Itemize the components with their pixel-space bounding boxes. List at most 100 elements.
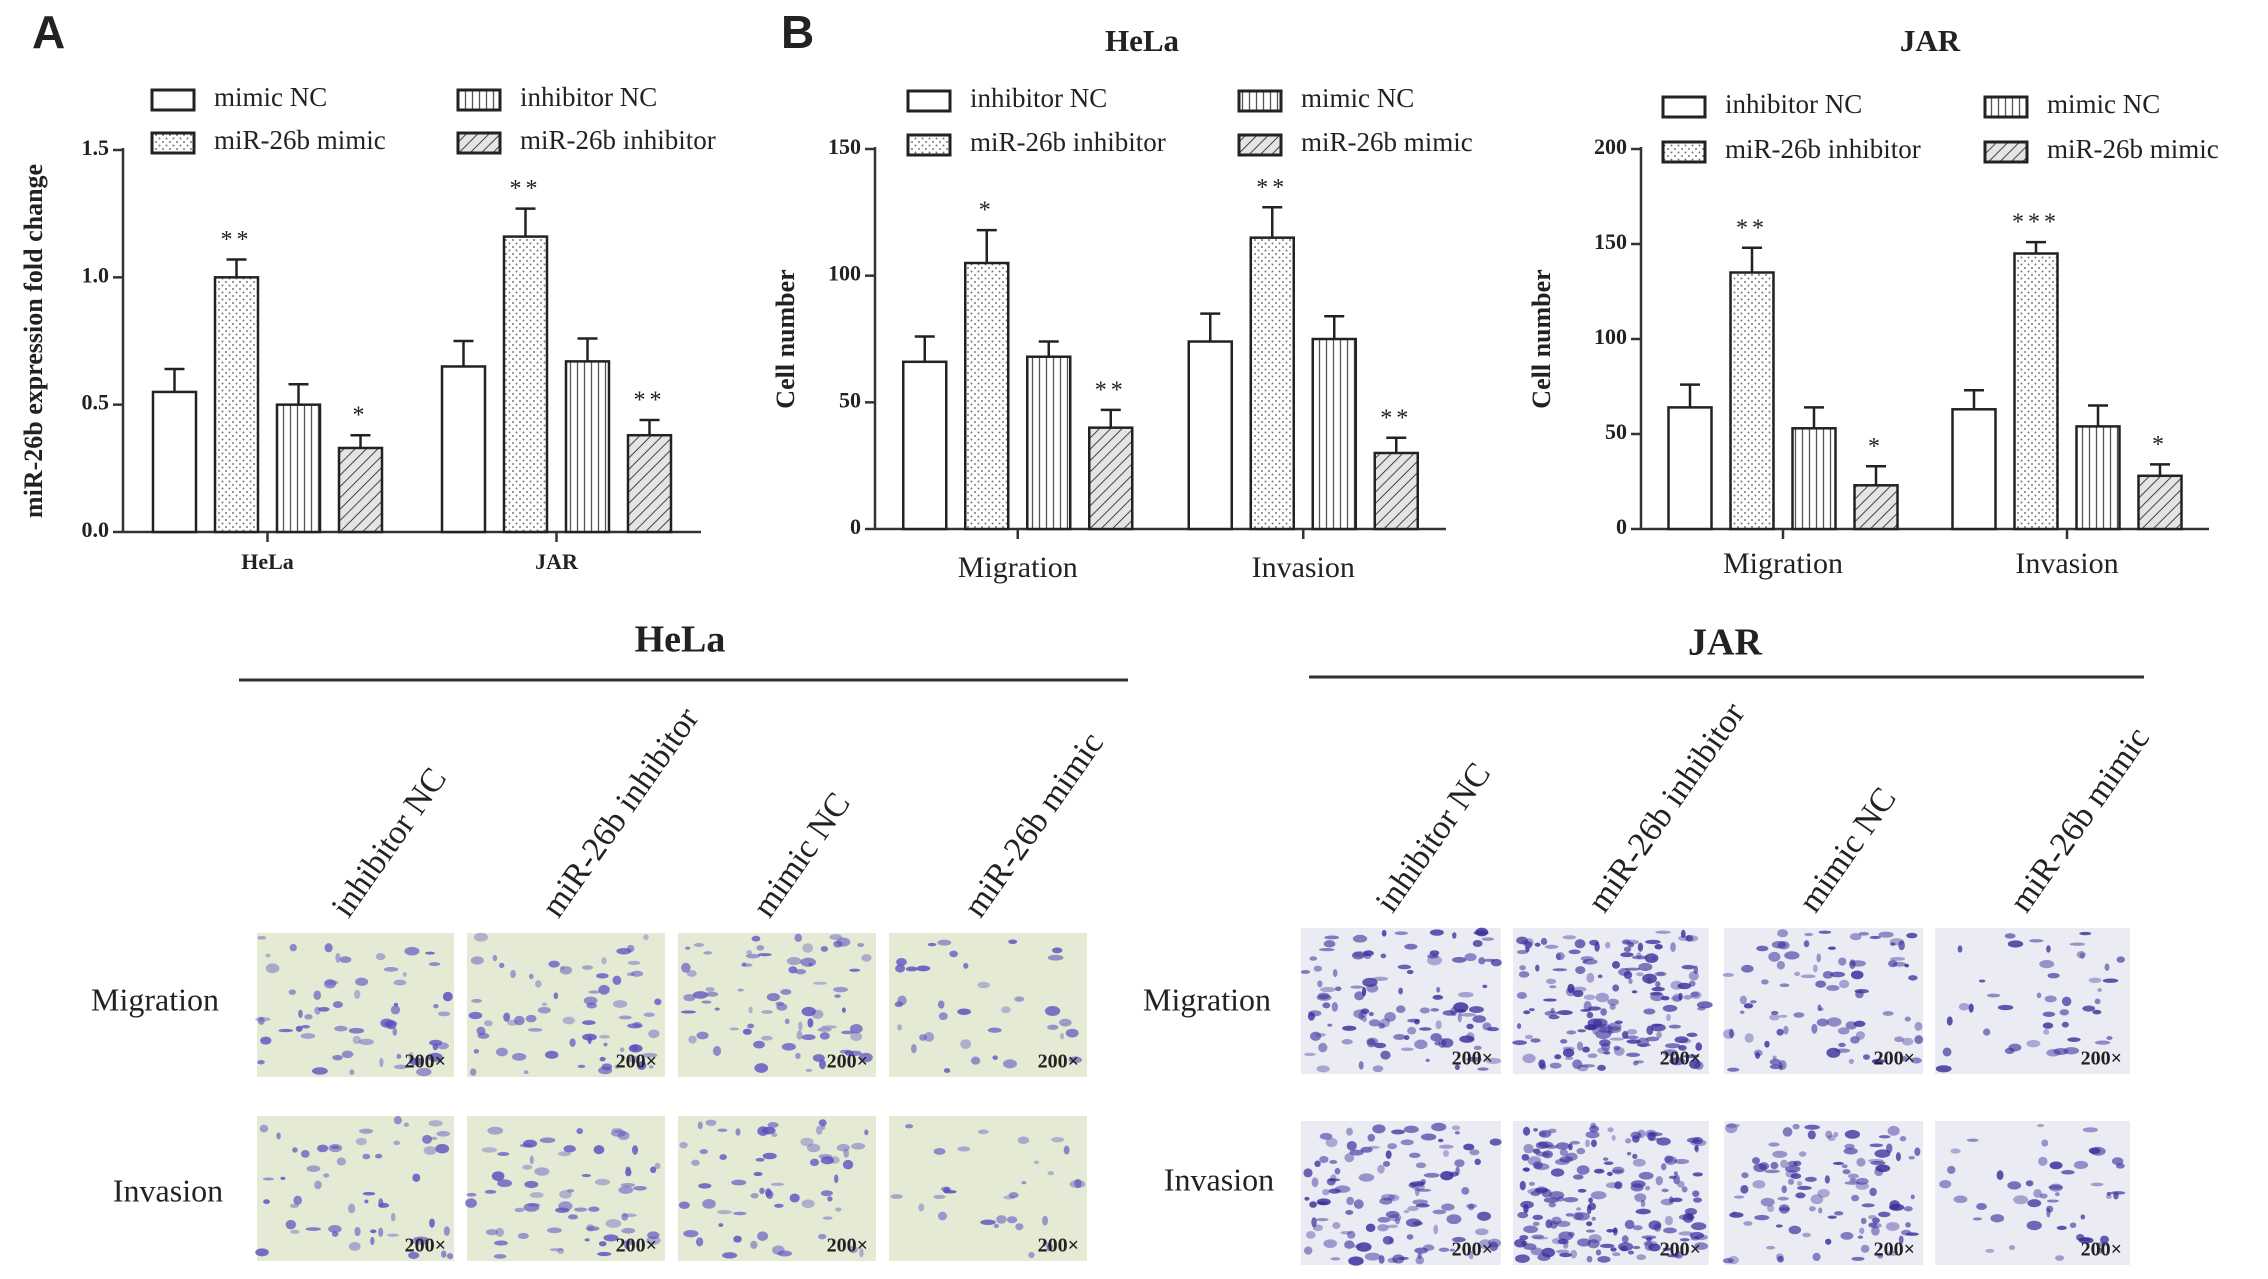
micrograph-background [1935, 1121, 2130, 1265]
magnification-label: 200× [2081, 1239, 2122, 1261]
stained-cell [557, 1247, 565, 1255]
stained-cell [300, 1033, 316, 1039]
legend-label: inhibitor NC [970, 83, 1107, 113]
stained-cell [1692, 1197, 1703, 1203]
stained-cell [1668, 1024, 1681, 1029]
stained-cell [835, 1207, 842, 1212]
stained-cell [1849, 1178, 1857, 1182]
stained-cell [780, 989, 792, 995]
stained-cell [829, 934, 843, 940]
stained-cell [347, 1203, 356, 1214]
stained-cell [525, 1014, 537, 1023]
bar [564, 360, 611, 534]
legend-swatch [906, 89, 952, 113]
stained-cell [1838, 957, 1847, 966]
stained-cell [1322, 1002, 1331, 1009]
stained-cell [396, 1053, 402, 1059]
stained-cell [298, 1009, 303, 1018]
stained-cell [1689, 1231, 1705, 1239]
stained-cell [1527, 1156, 1542, 1166]
stained-cell [1452, 1236, 1466, 1243]
stained-cell [1776, 960, 1785, 970]
stained-cell [354, 989, 361, 999]
significance-label: ** [1256, 175, 1288, 201]
stained-cell [1790, 1173, 1802, 1180]
stained-cell [1623, 970, 1633, 980]
stained-cell [262, 1177, 274, 1181]
bar [2075, 425, 2121, 531]
stained-cell [1442, 1150, 1449, 1157]
bar [2137, 474, 2183, 531]
stained-cell [801, 1199, 815, 1209]
legend-label: mimic NC [1301, 83, 1414, 113]
stained-cell [1576, 1165, 1590, 1175]
stained-cell [1609, 1003, 1616, 1010]
legend-swatch [1661, 140, 1707, 164]
stained-cell [1516, 949, 1529, 955]
stained-cell [718, 1223, 724, 1227]
stained-cell [375, 953, 386, 961]
stained-cell [1644, 953, 1659, 964]
stained-cell [477, 1032, 490, 1039]
micrograph: 200× [1301, 1121, 1502, 1266]
stained-cell [1982, 1028, 1991, 1036]
stained-cell [1563, 1196, 1579, 1203]
stained-cell [1531, 1234, 1545, 1239]
bar [151, 390, 198, 534]
stained-cell [1327, 1023, 1333, 1027]
stained-cell [1400, 1139, 1414, 1146]
stained-cell [2046, 1205, 2054, 1213]
stained-cell [383, 967, 399, 972]
stained-cell [842, 1159, 854, 1170]
y-tick-label: 0.0 [82, 517, 110, 542]
stained-cell [1319, 1156, 1329, 1163]
stained-cell [1606, 1228, 1614, 1233]
stained-cell [1685, 934, 1694, 942]
stained-cell [1393, 1034, 1406, 1040]
stained-cell [1968, 1003, 1974, 1013]
legend-label: inhibitor NC [1725, 89, 1862, 119]
stained-cell [1632, 1245, 1641, 1250]
stained-cell [522, 1139, 538, 1148]
stained-cell [801, 1006, 816, 1017]
x-tick-label: Migration [958, 551, 1078, 584]
stained-cell [754, 1063, 769, 1073]
stained-cell [1869, 1143, 1883, 1148]
stained-cell [933, 1194, 946, 1199]
stained-cell [1585, 1229, 1596, 1233]
stained-cell [1914, 1147, 1921, 1156]
stained-cell [992, 1055, 998, 1060]
stained-cell [1572, 1059, 1583, 1070]
stained-cell [1740, 1185, 1749, 1194]
stained-cell [1580, 956, 1594, 961]
stained-cell [359, 1128, 374, 1134]
legend-label: miR-26b mimic [1301, 127, 1473, 157]
stained-cell [1391, 1129, 1405, 1135]
stained-cell [2082, 1127, 2099, 1133]
stained-cell [1939, 1179, 1952, 1189]
stained-cell [1015, 1223, 1024, 1231]
stained-cell [1360, 1008, 1370, 1014]
stained-cell [977, 981, 991, 989]
stained-cell [586, 1002, 597, 1009]
stained-cell [1380, 953, 1387, 959]
stained-cell [1438, 1247, 1450, 1252]
stained-cell [1798, 1151, 1807, 1157]
stained-cell [1334, 1167, 1341, 1175]
stained-cell [596, 973, 609, 979]
stained-cell [1666, 1254, 1680, 1258]
stained-cell [1908, 1156, 1915, 1160]
bar [337, 446, 384, 534]
stained-cell [1385, 1210, 1400, 1219]
stained-cell [1345, 1209, 1354, 1215]
error-bar [577, 337, 598, 362]
stained-cell [1815, 980, 1827, 988]
bar [1791, 427, 1837, 531]
stained-cell [491, 1171, 505, 1182]
stained-cell [1549, 985, 1557, 989]
stained-cell [681, 962, 691, 973]
stained-cell [683, 1229, 699, 1238]
stained-cell [1834, 1211, 1844, 1216]
stained-cell [1582, 1046, 1590, 1053]
